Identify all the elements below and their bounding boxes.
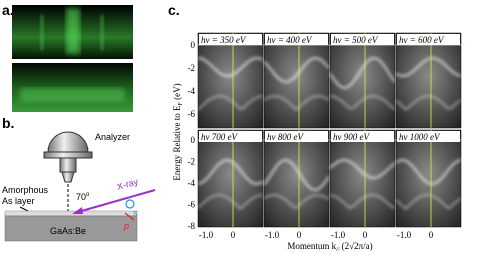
band bbox=[395, 194, 462, 210]
x-tick-label: -1.0 bbox=[265, 230, 280, 240]
y-tick-label: -2 bbox=[188, 63, 196, 73]
bands bbox=[263, 159, 330, 209]
x-tick-label: 0 bbox=[429, 230, 434, 240]
xray-arrow bbox=[72, 189, 156, 221]
panel-label: c. bbox=[168, 2, 180, 18]
substrate bbox=[4, 215, 138, 242]
x-tick-label: -1.0 bbox=[397, 230, 412, 240]
band bbox=[329, 57, 396, 89]
panel-label: a. bbox=[2, 2, 14, 18]
arpes-image bbox=[197, 32, 264, 129]
band bbox=[395, 95, 462, 111]
spectrum-title: hν = 600 eV bbox=[399, 35, 445, 45]
x-tick-label: 0 bbox=[231, 230, 236, 240]
s-label: s bbox=[133, 208, 138, 218]
arpes-image bbox=[263, 32, 330, 129]
substrate-label: GaAs:Be bbox=[50, 226, 86, 236]
band bbox=[197, 158, 264, 186]
spectrum-title: hν 1000 eV bbox=[399, 132, 441, 142]
band bbox=[395, 158, 462, 186]
bands bbox=[197, 158, 264, 210]
band bbox=[329, 194, 396, 209]
x-tick-label: 0 bbox=[297, 230, 302, 240]
x-axis-label: Momentum k// (2√2π/a) bbox=[287, 241, 372, 253]
bands bbox=[329, 158, 396, 209]
arpes-image bbox=[263, 129, 330, 228]
spectrum-title: hν 800 eV bbox=[267, 132, 304, 142]
rheed-image bbox=[12, 5, 133, 112]
band bbox=[197, 194, 264, 210]
y-tick-label: -4 bbox=[188, 86, 196, 96]
y-tick-label: -6 bbox=[188, 109, 196, 119]
arpes-grid: hν = 350 eV hν = 400 eV hν = 500 eV hν = 60… bbox=[188, 32, 462, 240]
title-box bbox=[331, 34, 394, 45]
bands bbox=[329, 57, 396, 111]
p-label: p bbox=[123, 221, 129, 231]
spectrum-title: hν = 350 eV bbox=[201, 35, 247, 45]
title-box bbox=[265, 131, 328, 142]
arpes-image bbox=[395, 32, 462, 129]
band bbox=[395, 56, 462, 78]
y-tick-label: 0 bbox=[191, 135, 196, 145]
band bbox=[263, 159, 330, 191]
y-tick-label: 0 bbox=[191, 40, 196, 50]
analyzer-label: Analyzer bbox=[95, 132, 130, 142]
panel-label: b. bbox=[2, 115, 14, 131]
xray-label: X-ray bbox=[116, 176, 140, 192]
bands bbox=[197, 56, 264, 111]
analyzer-icon bbox=[43, 131, 93, 183]
y-tick-label: -4 bbox=[188, 178, 196, 188]
band bbox=[263, 194, 330, 209]
y-axis-label: Energy Relative to EF (eV) bbox=[172, 83, 184, 180]
angle-label: 70o bbox=[76, 192, 90, 202]
bands bbox=[395, 158, 462, 210]
layer-label: As layer bbox=[2, 196, 35, 206]
title-box bbox=[397, 131, 460, 142]
spectrum-title: hν = 400 eV bbox=[267, 35, 313, 45]
band bbox=[263, 56, 330, 84]
bands bbox=[395, 56, 462, 111]
bands bbox=[263, 56, 330, 111]
arpes-image bbox=[329, 129, 396, 228]
layer-label: Amorphous bbox=[2, 185, 49, 195]
title-box bbox=[199, 34, 262, 45]
band bbox=[197, 56, 264, 78]
amorphous-layer bbox=[4, 210, 138, 217]
x-tick-label: -1.0 bbox=[199, 230, 214, 240]
title-box bbox=[199, 131, 262, 142]
x-tick-label: 0 bbox=[363, 230, 368, 240]
y-tick-label: -2 bbox=[188, 157, 196, 167]
y-tick-label: -6 bbox=[188, 200, 196, 210]
title-box bbox=[265, 34, 328, 45]
x-tick-label: -1.0 bbox=[331, 230, 346, 240]
spectrum-title: hν 900 eV bbox=[333, 132, 370, 142]
band bbox=[329, 158, 396, 179]
arpes-image bbox=[329, 32, 396, 129]
title-box bbox=[331, 131, 394, 142]
band bbox=[329, 95, 396, 111]
band bbox=[263, 95, 330, 111]
band bbox=[197, 95, 264, 111]
spectrum-title: hν = 500 eV bbox=[333, 35, 379, 45]
arpes-image bbox=[197, 129, 264, 228]
spectrum-title: hν 700 eV bbox=[201, 132, 238, 142]
title-box bbox=[397, 34, 460, 45]
y-tick-label: -8 bbox=[188, 221, 196, 231]
arpes-image bbox=[395, 129, 462, 228]
